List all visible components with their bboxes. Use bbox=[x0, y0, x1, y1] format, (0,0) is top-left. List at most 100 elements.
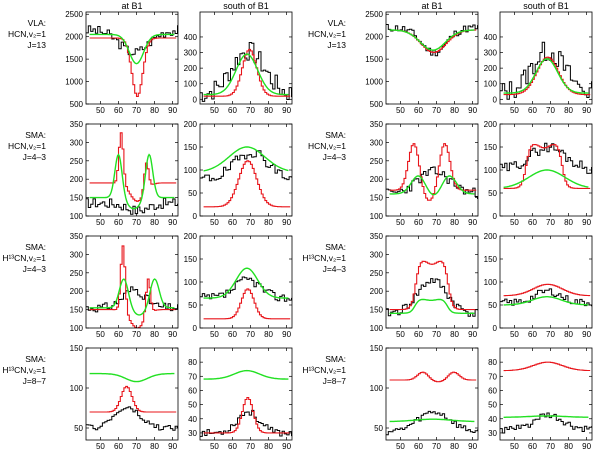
green-model-series bbox=[203, 267, 289, 299]
observed-series bbox=[386, 24, 478, 57]
x-tick-label: 90 bbox=[582, 330, 591, 339]
x-tick-label: 50 bbox=[96, 442, 105, 451]
x-tick-label: 90 bbox=[282, 442, 291, 451]
y-tick-label: 0 bbox=[193, 95, 198, 104]
row-label: HCN,v₂=1 bbox=[8, 29, 46, 39]
y-tick-label: 100 bbox=[370, 212, 384, 221]
x-tick-label: 80 bbox=[450, 442, 459, 451]
panel-frame bbox=[385, 11, 479, 105]
y-tick-label: 300 bbox=[370, 250, 384, 259]
observed-series bbox=[200, 42, 292, 102]
y-tick-label: 200 bbox=[70, 287, 84, 296]
panel-frame bbox=[199, 347, 293, 441]
panel-frame bbox=[85, 347, 179, 441]
y-tick-label: 0 bbox=[193, 324, 198, 333]
panel-frame bbox=[499, 11, 593, 105]
observed-series bbox=[86, 197, 178, 215]
y-tick-label: 250 bbox=[370, 269, 384, 278]
column-title: at B1 bbox=[121, 1, 142, 11]
row-label: J=4–3 bbox=[323, 152, 347, 162]
panel-frame bbox=[85, 11, 179, 105]
y-tick-label: 100 bbox=[184, 278, 198, 287]
spectrum-panel: 50 60 70 80 90 0 100 200 300 400 bbox=[184, 11, 293, 115]
observed-series bbox=[86, 406, 178, 431]
red-model-series bbox=[389, 260, 477, 311]
x-tick-label: 90 bbox=[168, 218, 177, 227]
red-model-series bbox=[503, 56, 591, 96]
row-label: J=13 bbox=[327, 40, 346, 50]
row-label: HCN,v₂=1 bbox=[308, 141, 346, 151]
red-model-series bbox=[203, 160, 291, 208]
green-model-series bbox=[89, 33, 175, 65]
y-tick-label: 200 bbox=[484, 120, 498, 129]
panel-frame bbox=[85, 123, 179, 217]
x-tick-label: 60 bbox=[414, 330, 423, 339]
green-model-series bbox=[389, 298, 475, 314]
panel-frame bbox=[199, 11, 293, 105]
x-tick-label: 90 bbox=[582, 106, 591, 115]
spectrum-panel: 50 60 70 80 90 100 150 200 250 300 350 bbox=[370, 232, 479, 339]
green-model-series bbox=[503, 169, 589, 189]
row-label: SMA: bbox=[325, 354, 346, 364]
y-tick-label: 350 bbox=[70, 232, 84, 241]
y-tick-label: 150 bbox=[70, 344, 84, 353]
red-model-series bbox=[389, 371, 477, 383]
y-tick-label: 250 bbox=[70, 269, 84, 278]
row-label: H¹³CN,v₂=1 bbox=[302, 365, 346, 375]
observed-series bbox=[386, 410, 478, 436]
x-tick-label: 80 bbox=[264, 442, 273, 451]
y-tick-label: 40 bbox=[488, 415, 497, 424]
x-tick-label: 60 bbox=[114, 106, 123, 115]
green-model-series bbox=[503, 58, 589, 94]
y-tick-label: 150 bbox=[370, 344, 384, 353]
panel-frame bbox=[85, 235, 179, 329]
y-tick-label: 100 bbox=[70, 324, 84, 333]
spectrum-panel: 50 60 70 80 90 50 100 150 bbox=[70, 344, 179, 451]
spectrum-panel: 50 60 70 80 90 100 150 200 250 300 350 bbox=[70, 120, 179, 227]
spectrum-panel: 50 60 70 80 90 50 100 150 bbox=[370, 344, 479, 451]
y-tick-label: 250 bbox=[370, 157, 384, 166]
x-tick-label: 80 bbox=[264, 218, 273, 227]
x-tick-label: 80 bbox=[150, 106, 159, 115]
x-tick-label: 50 bbox=[396, 218, 405, 227]
y-tick-label: 100 bbox=[70, 384, 84, 393]
column-title: south of B1 bbox=[223, 1, 269, 11]
y-tick-label: 100 bbox=[184, 80, 198, 89]
spectrum-panel: 50 60 70 80 90 0 50 100 150 200 bbox=[484, 232, 593, 339]
x-tick-label: 60 bbox=[228, 442, 237, 451]
x-tick-label: 80 bbox=[564, 106, 573, 115]
x-tick-label: 70 bbox=[546, 442, 555, 451]
y-tick-label: 2000 bbox=[65, 33, 83, 42]
x-tick-label: 70 bbox=[246, 106, 255, 115]
spectrum-panel: 50 60 70 80 90 0 50 100 150 200 bbox=[184, 120, 293, 227]
y-tick-label: 300 bbox=[70, 138, 84, 147]
y-tick-label: 0 bbox=[193, 212, 198, 221]
observed-series bbox=[200, 150, 292, 182]
y-tick-label: 100 bbox=[484, 80, 498, 89]
y-tick-label: 2500 bbox=[65, 10, 83, 19]
y-tick-label: 200 bbox=[484, 64, 498, 73]
x-tick-label: 70 bbox=[246, 442, 255, 451]
x-tick-label: 90 bbox=[168, 330, 177, 339]
y-tick-label: 2000 bbox=[365, 33, 383, 42]
x-tick-label: 50 bbox=[96, 218, 105, 227]
spectrum-panel: 50 60 70 80 90 0 50 100 150 200 bbox=[184, 232, 293, 339]
x-tick-label: 90 bbox=[468, 218, 477, 227]
y-tick-label: 150 bbox=[370, 194, 384, 203]
x-tick-label: 70 bbox=[132, 330, 141, 339]
x-tick-label: 60 bbox=[114, 442, 123, 451]
observed-series bbox=[200, 276, 292, 302]
y-tick-label: 200 bbox=[184, 64, 198, 73]
green-model-series bbox=[89, 278, 175, 316]
y-tick-label: 100 bbox=[484, 166, 498, 175]
row-label: J=8–7 bbox=[23, 376, 47, 386]
row-label: SMA: bbox=[325, 130, 346, 140]
x-tick-label: 50 bbox=[510, 106, 519, 115]
y-tick-label: 0 bbox=[493, 212, 498, 221]
y-tick-label: 150 bbox=[484, 255, 498, 264]
y-tick-label: 500 bbox=[370, 100, 384, 109]
row-label: J=4–3 bbox=[23, 264, 47, 274]
red-model-series bbox=[389, 29, 477, 53]
y-tick-label: 100 bbox=[184, 166, 198, 175]
